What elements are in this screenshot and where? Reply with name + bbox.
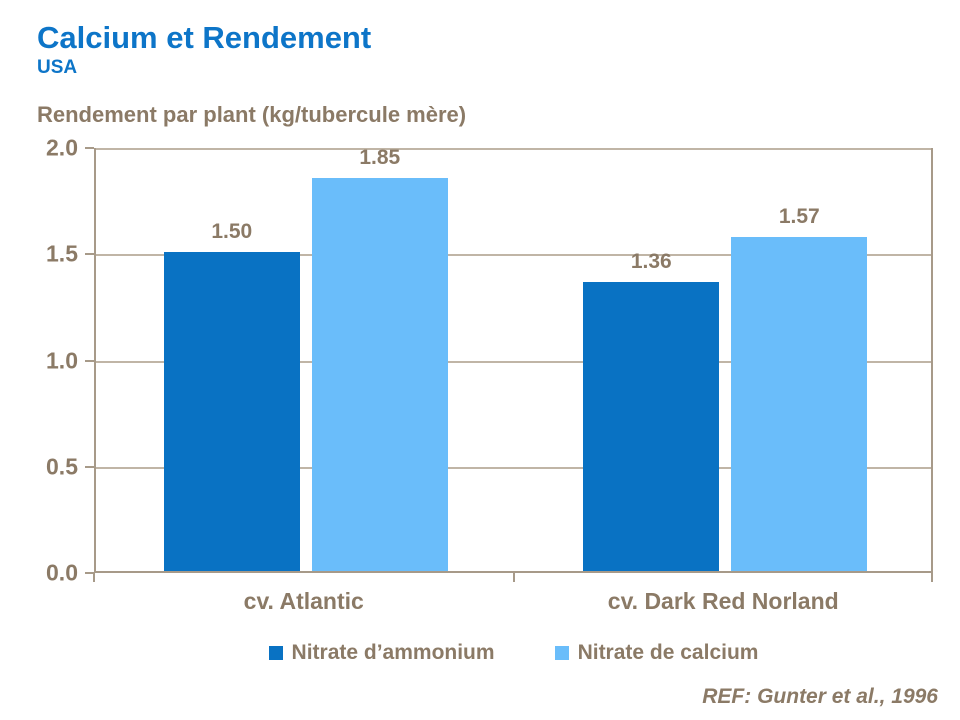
- page-title: Calcium et Rendement: [37, 20, 372, 55]
- gridline-y-1.5: [96, 254, 931, 257]
- bar-value-label: 1.85: [359, 145, 401, 169]
- bar-Nitrate de calcium-cv. Dark Red Norland: [731, 237, 868, 571]
- bar-Nitrate d’ammonium-cv. Atlantic: [163, 252, 300, 571]
- y-tick-mark: [85, 147, 94, 149]
- y-tick-label: 1.5: [46, 240, 78, 267]
- x-tick-mark: [512, 573, 515, 582]
- y-tick-label: 1.0: [46, 347, 78, 373]
- reference-text: REF: Gunter et al., 1996: [702, 685, 938, 708]
- y-tick-mark: [85, 359, 94, 362]
- legend-label: Nitrate d’ammonium: [291, 641, 495, 664]
- legend-item-Nitrate de calcium: Nitrate de calcium: [554, 641, 759, 665]
- legend-swatch-icon: [554, 646, 569, 660]
- y-tick-label: 0.5: [46, 453, 78, 480]
- x-tick-mark: [931, 573, 933, 582]
- y-tick-label: 0.0: [46, 559, 78, 586]
- category-label-cv. Dark Red Norland: cv. Dark Red Norland: [607, 588, 839, 614]
- y-axis-title: Rendement par plant (kg/tubercule mère): [37, 102, 467, 127]
- category-label-cv. Atlantic: cv. Atlantic: [243, 588, 364, 614]
- legend-item-Nitrate d’ammonium: Nitrate d’ammonium: [268, 641, 495, 665]
- legend-label: Nitrate de calcium: [577, 641, 759, 664]
- page-subtitle: USA: [37, 57, 78, 78]
- gridline-y-0.5: [96, 466, 931, 469]
- bar-value-label: 1.36: [630, 250, 672, 273]
- y-tick-mark: [85, 253, 94, 256]
- bar-value-label: 1.57: [778, 205, 820, 229]
- bar-chart-plot-area: 1.50 1.85 1.36 1.57: [94, 145, 933, 573]
- y-tick-label: 2.0: [46, 134, 78, 161]
- bar-Nitrate d’ammonium-cv. Dark Red Norland: [583, 282, 720, 571]
- y-tick-mark: [85, 465, 94, 468]
- x-tick-mark: [93, 573, 95, 582]
- y-tick-mark: [85, 572, 94, 574]
- chart-legend: Nitrate d’ammonium Nitrate de calcium: [94, 641, 933, 665]
- legend-swatch-icon: [268, 646, 283, 660]
- gridline-y-1: [96, 360, 931, 363]
- gridline-y-2: [96, 148, 931, 150]
- bar-Nitrate de calcium-cv. Atlantic: [311, 177, 448, 571]
- bar-value-label: 1.50: [211, 220, 253, 244]
